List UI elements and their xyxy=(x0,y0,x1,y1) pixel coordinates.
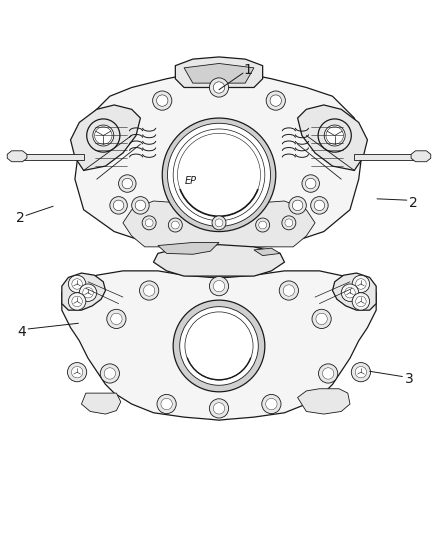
Circle shape xyxy=(209,277,229,296)
Circle shape xyxy=(171,221,179,229)
Circle shape xyxy=(322,368,334,379)
Circle shape xyxy=(209,399,229,418)
Circle shape xyxy=(157,394,176,414)
Polygon shape xyxy=(158,243,219,254)
Polygon shape xyxy=(254,248,280,256)
Circle shape xyxy=(352,275,370,293)
Circle shape xyxy=(215,219,223,227)
Circle shape xyxy=(93,125,114,146)
Circle shape xyxy=(345,287,355,298)
Circle shape xyxy=(318,364,338,383)
Circle shape xyxy=(351,362,371,382)
Circle shape xyxy=(213,82,225,93)
Circle shape xyxy=(113,200,124,211)
Circle shape xyxy=(311,197,328,214)
Polygon shape xyxy=(7,151,27,161)
Circle shape xyxy=(71,367,83,378)
Circle shape xyxy=(324,125,345,146)
Circle shape xyxy=(168,218,182,232)
Circle shape xyxy=(167,123,271,227)
Circle shape xyxy=(122,179,133,189)
Polygon shape xyxy=(332,273,376,310)
Circle shape xyxy=(289,197,306,214)
Text: EP: EP xyxy=(185,176,197,187)
Text: 2: 2 xyxy=(409,196,418,210)
Circle shape xyxy=(259,221,267,229)
Polygon shape xyxy=(123,201,315,247)
Circle shape xyxy=(270,95,282,106)
Circle shape xyxy=(302,175,319,192)
Polygon shape xyxy=(75,75,363,249)
Circle shape xyxy=(72,296,82,306)
Circle shape xyxy=(79,284,97,302)
Circle shape xyxy=(305,179,316,189)
Circle shape xyxy=(100,364,120,383)
Circle shape xyxy=(180,306,258,385)
Text: 1: 1 xyxy=(243,63,252,77)
Circle shape xyxy=(209,78,229,97)
Circle shape xyxy=(341,284,359,302)
Circle shape xyxy=(213,403,225,414)
Circle shape xyxy=(282,216,296,230)
Text: 3: 3 xyxy=(405,372,413,386)
Circle shape xyxy=(83,287,93,298)
Circle shape xyxy=(352,293,370,310)
Circle shape xyxy=(312,309,331,328)
Circle shape xyxy=(266,91,286,110)
Circle shape xyxy=(104,368,116,379)
Circle shape xyxy=(314,200,325,211)
Polygon shape xyxy=(354,154,420,159)
Circle shape xyxy=(173,300,265,392)
Circle shape xyxy=(87,119,120,152)
Polygon shape xyxy=(184,63,254,83)
Circle shape xyxy=(140,281,159,300)
Circle shape xyxy=(292,200,303,211)
Polygon shape xyxy=(297,389,350,414)
Circle shape xyxy=(145,219,153,227)
Polygon shape xyxy=(297,105,367,171)
Circle shape xyxy=(111,313,122,325)
Circle shape xyxy=(72,279,82,289)
Circle shape xyxy=(266,398,277,410)
Polygon shape xyxy=(81,393,121,414)
Polygon shape xyxy=(62,271,376,420)
Circle shape xyxy=(212,216,226,230)
Circle shape xyxy=(68,293,86,310)
Circle shape xyxy=(68,275,86,293)
Circle shape xyxy=(135,200,146,211)
Circle shape xyxy=(283,285,294,296)
Polygon shape xyxy=(175,57,263,87)
Circle shape xyxy=(355,367,367,378)
Polygon shape xyxy=(411,151,431,161)
Circle shape xyxy=(156,95,168,106)
Circle shape xyxy=(161,398,172,410)
Circle shape xyxy=(316,313,327,325)
Circle shape xyxy=(132,197,149,214)
Polygon shape xyxy=(153,245,285,276)
Circle shape xyxy=(318,119,351,152)
Polygon shape xyxy=(71,105,141,171)
Polygon shape xyxy=(18,154,84,159)
Circle shape xyxy=(213,280,225,292)
Circle shape xyxy=(256,218,270,232)
Polygon shape xyxy=(62,273,106,310)
Circle shape xyxy=(67,362,87,382)
Circle shape xyxy=(162,118,276,231)
Text: 2: 2 xyxy=(16,212,25,225)
Circle shape xyxy=(107,309,126,328)
Circle shape xyxy=(285,219,293,227)
Text: 4: 4 xyxy=(17,325,26,339)
Circle shape xyxy=(356,296,366,306)
Circle shape xyxy=(279,281,298,300)
Circle shape xyxy=(356,279,366,289)
Circle shape xyxy=(152,91,172,110)
Circle shape xyxy=(144,285,155,296)
Circle shape xyxy=(110,197,127,214)
Circle shape xyxy=(142,216,156,230)
Circle shape xyxy=(119,175,136,192)
Circle shape xyxy=(262,394,281,414)
